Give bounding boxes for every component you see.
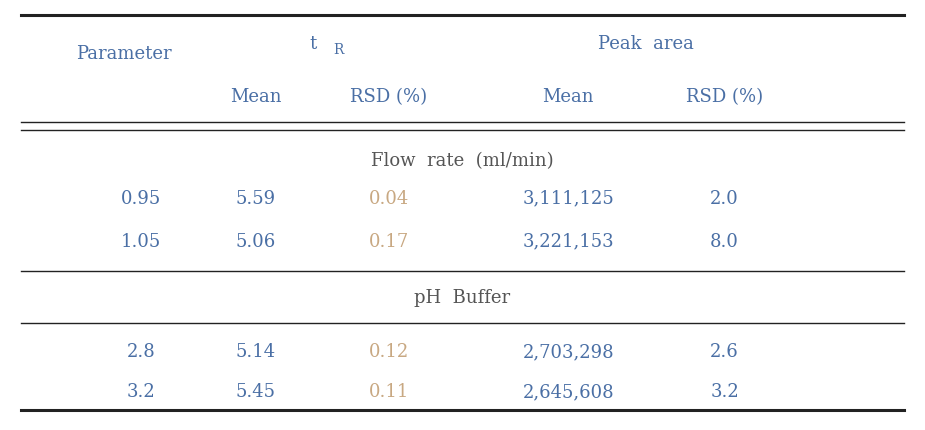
Text: 5.59: 5.59	[236, 189, 276, 207]
Text: 5.45: 5.45	[236, 383, 276, 400]
Text: RSD (%): RSD (%)	[351, 88, 427, 106]
Text: 8.0: 8.0	[710, 232, 739, 250]
Text: 2.6: 2.6	[710, 342, 739, 360]
Text: R: R	[334, 43, 344, 57]
Text: t: t	[310, 35, 316, 53]
Text: Parameter: Parameter	[77, 44, 172, 62]
Text: RSD (%): RSD (%)	[686, 88, 763, 106]
Text: 2.8: 2.8	[127, 342, 155, 360]
Text: 3,221,153: 3,221,153	[523, 232, 614, 250]
Text: 2,645,608: 2,645,608	[523, 383, 614, 400]
Text: pH  Buffer: pH Buffer	[414, 289, 511, 307]
Text: Mean: Mean	[542, 88, 594, 106]
Text: 3.2: 3.2	[710, 383, 739, 400]
Text: 2,703,298: 2,703,298	[523, 342, 614, 360]
Text: 0.11: 0.11	[369, 383, 409, 400]
Text: 5.06: 5.06	[236, 232, 276, 250]
Text: 0.04: 0.04	[369, 189, 409, 207]
Text: 0.12: 0.12	[369, 342, 409, 360]
Text: 0.17: 0.17	[369, 232, 409, 250]
Text: 3.2: 3.2	[127, 383, 155, 400]
Text: 1.05: 1.05	[120, 232, 161, 250]
Text: Mean: Mean	[230, 88, 281, 106]
Text: 0.95: 0.95	[120, 189, 161, 207]
Text: Peak  area: Peak area	[598, 35, 695, 53]
Text: Flow  rate  (ml/min): Flow rate (ml/min)	[371, 151, 554, 169]
Text: 5.14: 5.14	[236, 342, 276, 360]
Text: 2.0: 2.0	[710, 189, 739, 207]
Text: 3,111,125: 3,111,125	[523, 189, 614, 207]
